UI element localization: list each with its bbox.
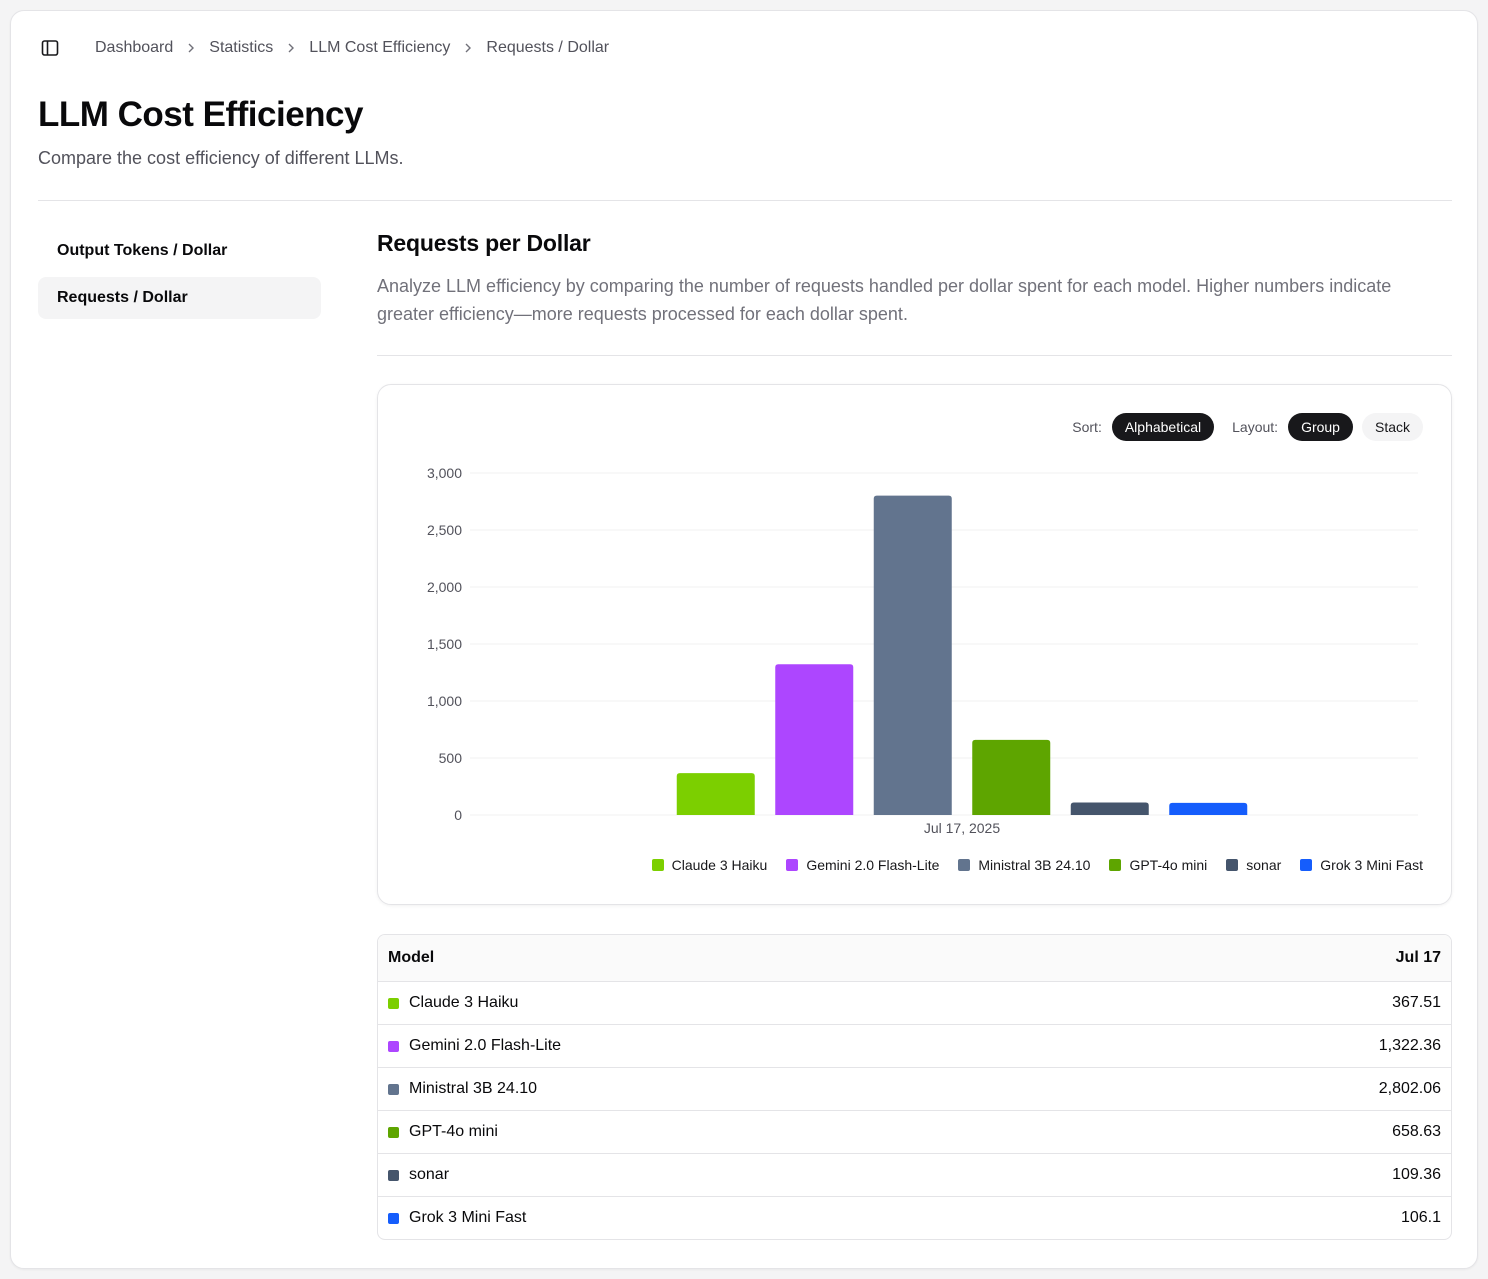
value-cell: 109.36 [1392, 1166, 1441, 1183]
model-color-swatch [388, 1169, 399, 1181]
y-tick-label: 3,000 [427, 465, 462, 481]
model-cell: Gemini 2.0 Flash-Lite [388, 1037, 561, 1055]
legend-item[interactable]: Ministral 3B 24.10 [958, 857, 1090, 873]
legend-item[interactable]: sonar [1226, 857, 1281, 873]
bar-gpt-4o-mini[interactable] [972, 739, 1051, 815]
legend-item[interactable]: Grok 3 Mini Fast [1300, 857, 1423, 873]
legend-item[interactable]: GPT-4o mini [1109, 857, 1207, 873]
y-tick-label: 2,500 [427, 522, 462, 538]
model-name: GPT-4o mini [409, 1123, 498, 1140]
bar-claude-3-haiku[interactable] [676, 773, 755, 815]
layout-group-button[interactable]: Group [1288, 413, 1353, 441]
table-row: Claude 3 Haiku 367.51 [378, 981, 1451, 1024]
model-cell: sonar [388, 1166, 449, 1184]
value-cell: 367.51 [1392, 994, 1441, 1011]
model-cell: Claude 3 Haiku [388, 994, 518, 1012]
model-color-swatch [388, 1126, 399, 1138]
legend-label: Claude 3 Haiku [671, 857, 768, 873]
layout-label: Layout: [1232, 419, 1279, 435]
model-name: sonar [409, 1166, 450, 1183]
model-cell: Ministral 3B 24.10 [388, 1080, 537, 1098]
section-title: Requests per Dollar [377, 230, 591, 256]
breadcrumb: Dashboard Statistics LLM Cost Efficiency… [95, 39, 609, 57]
value-cell: 2,802.06 [1378, 1080, 1441, 1097]
legend-swatch [1226, 859, 1239, 871]
section-description: Analyze LLM efficiency by comparing the … [377, 276, 1392, 324]
y-tick-label: 500 [439, 750, 463, 766]
main-card: Dashboard Statistics LLM Cost Efficiency… [10, 10, 1478, 1269]
chart-legend: Claude 3 Haiku Gemini 2.0 Flash-Lite Minis… [633, 857, 1423, 873]
page-title: LLM Cost Efficiency [38, 95, 363, 134]
divider [38, 200, 1452, 201]
model-color-swatch [388, 997, 399, 1009]
divider [377, 355, 1452, 356]
chevron-right-icon [464, 43, 472, 53]
y-tick-label: 2,000 [427, 579, 462, 595]
legend-swatch [651, 859, 664, 871]
value-cell: 658.63 [1392, 1123, 1441, 1140]
legend-label: GPT-4o mini [1129, 857, 1208, 873]
legend-item[interactable]: Claude 3 Haiku [651, 857, 768, 873]
breadcrumb-current: Requests / Dollar [486, 39, 610, 56]
legend-swatch [958, 859, 971, 871]
bar-gemini-2-0-flash-lite[interactable] [775, 664, 854, 815]
breadcrumb-statistics[interactable]: Statistics [209, 39, 274, 56]
legend-label: Grok 3 Mini Fast [1320, 857, 1423, 873]
legend-item[interactable]: Gemini 2.0 Flash-Lite [786, 857, 939, 873]
model-color-swatch [388, 1212, 399, 1224]
model-name: Ministral 3B 24.10 [409, 1080, 538, 1097]
chevron-right-icon [287, 43, 295, 53]
table-row: Gemini 2.0 Flash-Lite 1,322.36 [378, 1024, 1451, 1067]
table-row: GPT-4o mini 658.63 [378, 1110, 1451, 1153]
chart-card: Sort: Alphabetical Layout: Group Stack 0… [377, 384, 1452, 905]
model-cell: Grok 3 Mini Fast [388, 1209, 526, 1227]
y-tick-label: 1,500 [427, 636, 462, 652]
y-tick-label: 0 [454, 807, 462, 823]
table-row: Grok 3 Mini Fast 106.1 [378, 1196, 1451, 1239]
bar-grok-3-mini-fast[interactable] [1169, 802, 1248, 815]
model-cell: GPT-4o mini [388, 1123, 498, 1141]
legend-swatch [1300, 859, 1313, 871]
value-cell: 106.1 [1400, 1209, 1441, 1226]
bar-sonar[interactable] [1070, 802, 1149, 815]
model-color-swatch [388, 1040, 399, 1052]
table-row: sonar 109.36 [378, 1153, 1451, 1196]
legend-label: sonar [1246, 857, 1282, 873]
sidebar-toggle-icon[interactable] [39, 37, 61, 59]
model-name: Grok 3 Mini Fast [409, 1209, 527, 1226]
table-header: Model Jul 17 [378, 935, 1451, 981]
legend-swatch [786, 859, 799, 871]
layout-stack-button[interactable]: Stack [1361, 413, 1423, 441]
table-row: Ministral 3B 24.10 2,802.06 [378, 1067, 1451, 1110]
breadcrumb-llm-cost-efficiency[interactable]: LLM Cost Efficiency [309, 39, 451, 56]
chart-controls: Sort: Alphabetical Layout: Group Stack [1072, 413, 1423, 441]
sort-label: Sort: [1072, 419, 1102, 435]
legend-swatch [1109, 859, 1122, 871]
page-subtitle: Compare the cost efficiency of different… [38, 148, 404, 168]
y-tick-label: 1,000 [427, 693, 462, 709]
bar-ministral-3b-24-10[interactable] [873, 495, 952, 815]
bar-chart: 0 500 1,000 1,500 2,000 2,500 3,000 Jul 17, 202… [427, 465, 1418, 836]
legend-label: Ministral 3B 24.10 [978, 857, 1091, 873]
side-nav: Output Tokens / Dollar Requests / Dollar [38, 230, 321, 324]
header-date: Jul 17 [1395, 949, 1441, 966]
chevron-right-icon [187, 43, 195, 53]
model-color-swatch [388, 1083, 399, 1095]
model-name: Gemini 2.0 Flash-Lite [409, 1037, 562, 1054]
x-tick-label: Jul 17, 2025 [924, 820, 1000, 836]
sort-button[interactable]: Alphabetical [1111, 413, 1215, 441]
breadcrumb-dashboard[interactable]: Dashboard [95, 39, 174, 56]
header-model: Model [388, 949, 435, 966]
top-bar: Dashboard Statistics LLM Cost Efficiency… [39, 37, 609, 59]
main-content: Requests per Dollar Analyze LLM efficien… [377, 230, 1452, 1240]
nav-item-requests-per-dollar[interactable]: Requests / Dollar [38, 277, 321, 319]
legend-label: Gemini 2.0 Flash-Lite [806, 857, 940, 873]
data-table: Model Jul 17 Claude 3 Haiku 367.51 Gemini … [377, 934, 1452, 1240]
value-cell: 1,322.36 [1378, 1037, 1441, 1054]
model-name: Claude 3 Haiku [409, 994, 519, 1011]
nav-item-output-tokens-per-dollar[interactable]: Output Tokens / Dollar [57, 242, 228, 259]
